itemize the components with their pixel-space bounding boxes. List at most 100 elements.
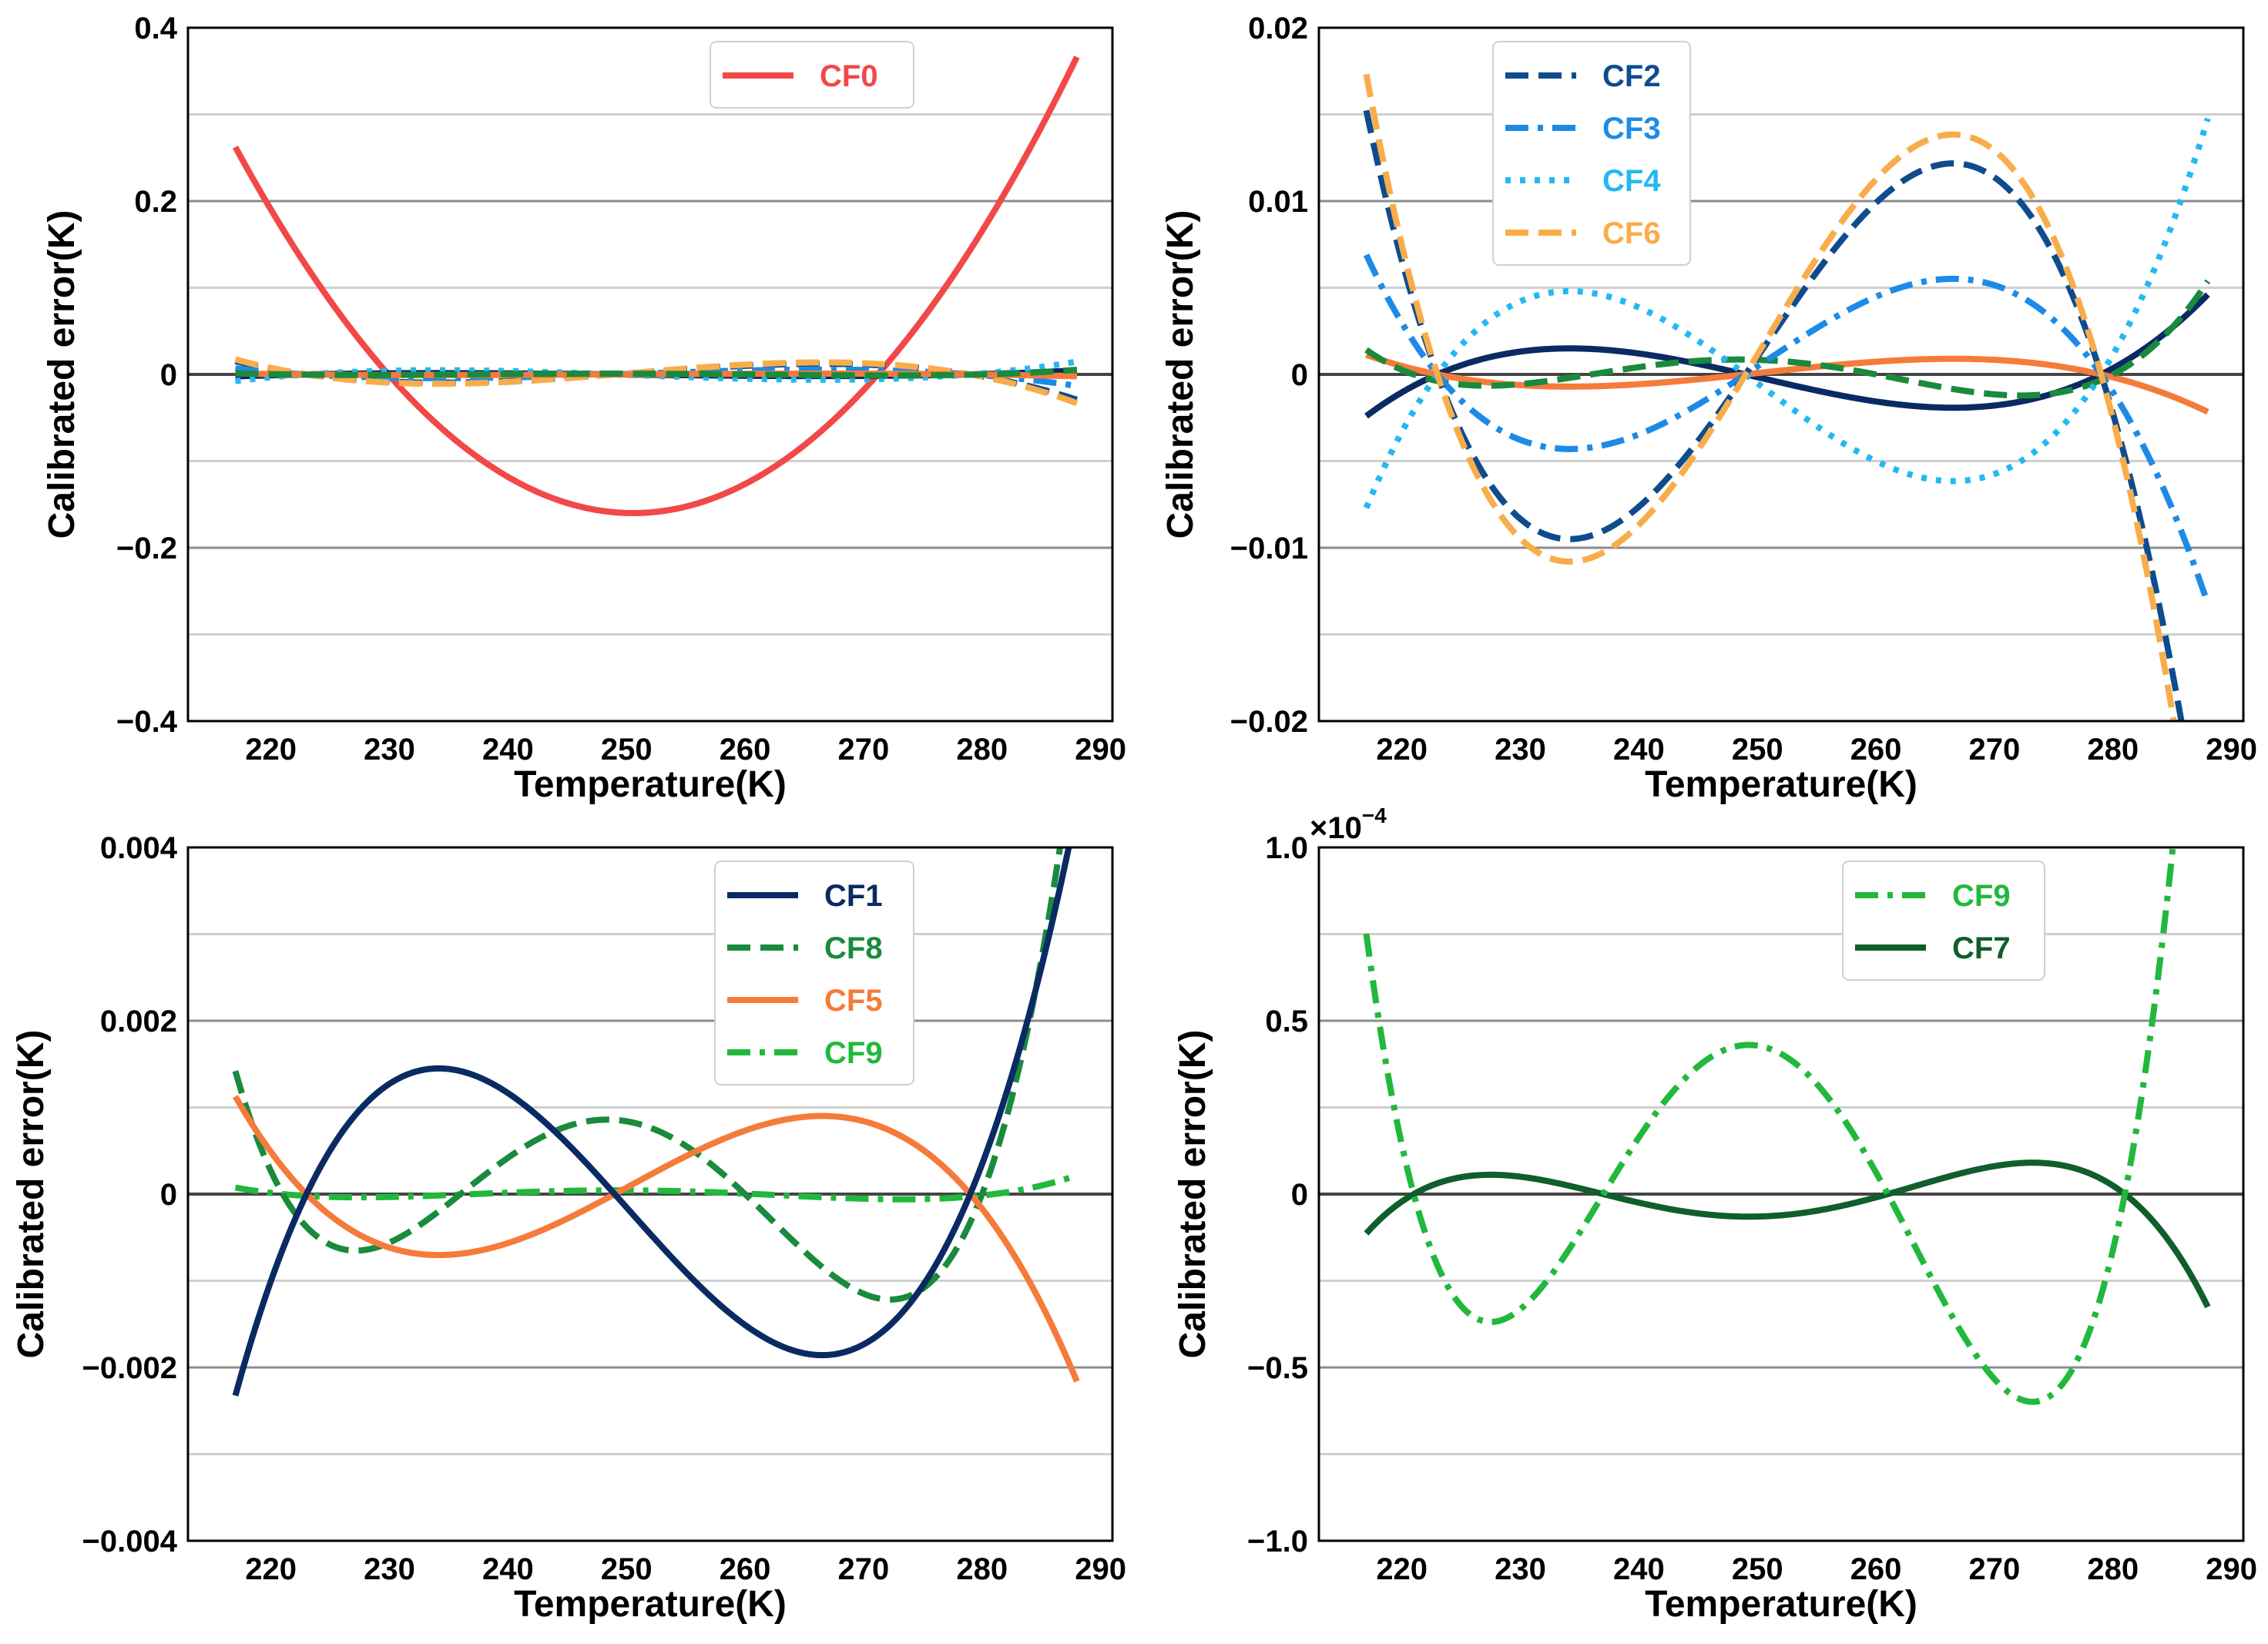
- legend-label: CF9: [1952, 879, 2011, 913]
- legend-label: CF3: [1602, 112, 1661, 146]
- series-line-cf0: [233, 55, 1080, 516]
- y-tick-label: −0.02: [1230, 705, 1308, 739]
- y-tick-label: 0.02: [1248, 12, 1308, 45]
- series-line-cf8: [232, 847, 1064, 1303]
- legend: CF9 CF7: [1842, 861, 2045, 981]
- y-scale-exponent: −4: [1362, 804, 1387, 827]
- x-tick-label: 230: [364, 733, 415, 767]
- panel-top-left: −0.4 −0.2 0 0.2 0.4 220 230 240 250 260 270 280 290…: [42, 12, 1126, 805]
- x-tick-label: 260: [1850, 1552, 1902, 1586]
- y-axis-label: Calibrated error(K): [1160, 210, 1201, 539]
- x-tick-label: 240: [1613, 1552, 1665, 1586]
- series-lines: [1363, 847, 2211, 1405]
- y-tick-label: 0.2: [134, 185, 177, 219]
- y-axis-label: Calibrated error(K): [11, 1030, 52, 1359]
- y-scale-base: ×10: [1310, 811, 1362, 845]
- series-lines: [233, 55, 1080, 516]
- x-tick-label: 230: [1495, 1552, 1546, 1586]
- y-tick-label: 1.0: [1265, 831, 1308, 865]
- x-tick-labels: 220 230 240 250 260 270 280 290: [245, 1552, 1126, 1586]
- x-tick-label: 250: [601, 733, 653, 767]
- x-tick-label: 220: [1376, 733, 1428, 767]
- x-tick-label: 290: [1075, 733, 1126, 767]
- legend-box: [1842, 861, 2045, 981]
- y-tick-label: −0.002: [82, 1351, 177, 1385]
- x-tick-label: 240: [482, 733, 534, 767]
- series-line-cf5: [233, 1095, 1080, 1383]
- y-tick-label: 0: [1291, 1178, 1308, 1212]
- x-tick-label: 270: [838, 733, 890, 767]
- x-tick-label: 220: [245, 1552, 297, 1586]
- legend-box: [710, 41, 914, 109]
- series-line-cf7: [1364, 1159, 2211, 1309]
- y-tick-label: 0.004: [100, 831, 178, 865]
- legend: CF0: [710, 41, 914, 109]
- y-tick-label: 0.002: [100, 1005, 177, 1038]
- y-tick-label: −1.0: [1247, 1525, 1308, 1558]
- x-tick-label: 240: [1613, 733, 1665, 767]
- y-tick-label: −0.01: [1230, 532, 1308, 565]
- x-tick-label: 230: [364, 1552, 415, 1586]
- legend-label: CF5: [824, 984, 883, 1018]
- x-tick-label: 260: [720, 1552, 771, 1586]
- plot-frame: [1317, 26, 2245, 723]
- legend-box: [1492, 41, 1691, 266]
- legend: CF1 CF8 CF5 CF9: [714, 861, 914, 1085]
- series-line-cf8: [1364, 279, 2211, 399]
- x-tick-label: 280: [956, 1552, 1008, 1586]
- x-tick-label: 220: [245, 733, 297, 767]
- grid-lines: [1319, 933, 2243, 1455]
- series-line-cf6: [234, 356, 1079, 407]
- y-tick-labels: −0.4 −0.2 0 0.2 0.4: [116, 12, 178, 739]
- y-tick-label: −0.004: [82, 1525, 178, 1558]
- series-line-cf1: [232, 847, 1072, 1397]
- series-line-cf9: [1363, 847, 2176, 1405]
- series-line-cf3: [1363, 253, 2211, 605]
- x-tick-label: 260: [720, 733, 771, 767]
- series-lines: [1363, 73, 2211, 721]
- legend-label: CF0: [820, 59, 878, 93]
- x-tick-label: 290: [2206, 733, 2257, 767]
- x-tick-label: 260: [1850, 733, 1902, 767]
- legend-label: CF7: [1952, 931, 2011, 965]
- x-tick-label: 280: [2087, 1552, 2139, 1586]
- x-tick-label: 240: [482, 1552, 534, 1586]
- series-line-cf2: [234, 357, 1079, 403]
- x-tick-labels: 220 230 240 250 260 270 280 290: [1376, 1552, 2257, 1586]
- x-axis-label: Temperature(K): [1645, 764, 1917, 805]
- x-tick-label: 250: [1732, 733, 1783, 767]
- legend: CF2 CF3 CF4 CF6: [1492, 41, 1691, 266]
- legend-box: [714, 861, 914, 1085]
- legend-label: CF2: [1602, 59, 1661, 93]
- legend-label: CF1: [824, 879, 883, 913]
- x-tick-label: 270: [1969, 733, 2021, 767]
- x-tick-labels: 220 230 240 250 260 270 280 290: [245, 733, 1126, 767]
- y-tick-label: 0.01: [1248, 185, 1308, 219]
- y-tick-label: 0: [1291, 358, 1308, 392]
- plot-frame: [186, 846, 1114, 1542]
- x-tick-label: 270: [838, 1552, 890, 1586]
- panel-bottom-right: −1.0 −0.5 0 0.5 1.0 220 230 240 250 260 270 280 290…: [1173, 804, 2257, 1625]
- y-tick-label: 0.4: [134, 12, 177, 45]
- x-tick-label: 290: [1075, 1552, 1126, 1586]
- x-tick-label: 230: [1495, 733, 1546, 767]
- legend-label: CF4: [1602, 164, 1661, 198]
- y-tick-label: 0: [160, 1178, 177, 1212]
- x-tick-label: 250: [1732, 1552, 1783, 1586]
- plot-frame: [1317, 846, 2245, 1542]
- x-tick-label: 280: [956, 733, 1008, 767]
- series-line-cf9: [234, 1172, 1079, 1203]
- y-tick-labels: −0.02 −0.01 0 0.01 0.02: [1230, 12, 1308, 739]
- series-line-cf8: [235, 366, 1078, 379]
- x-tick-label: 290: [2206, 1552, 2257, 1586]
- y-axis-label: Calibrated error(K): [1173, 1030, 1213, 1359]
- y-tick-label: 0: [160, 358, 177, 392]
- y-scale-factor: ×10−4: [1310, 804, 1387, 845]
- y-tick-label: −0.4: [116, 705, 178, 739]
- x-axis-label: Temperature(K): [1645, 1584, 1917, 1625]
- series-line-cf6: [1363, 73, 2177, 721]
- x-tick-label: 250: [601, 1552, 653, 1586]
- panel-top-right: −0.02 −0.01 0 0.01 0.02 220 230 240 250 260 270 28…: [1160, 12, 2257, 805]
- legend-label: CF8: [824, 931, 883, 965]
